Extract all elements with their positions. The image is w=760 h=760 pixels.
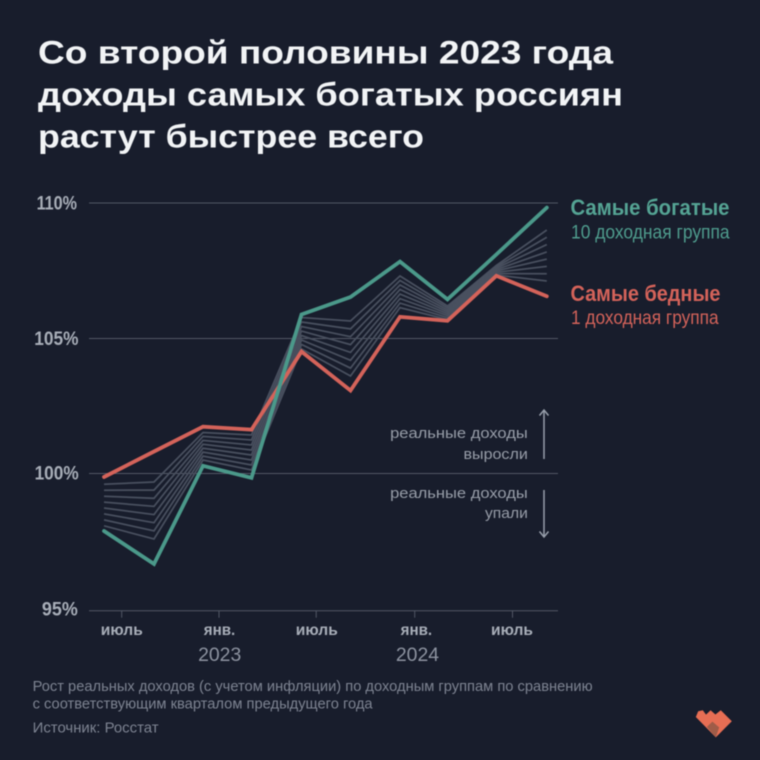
svg-text:110%: 110% — [37, 193, 77, 214]
svg-text:10 доходная группа: 10 доходная группа — [571, 222, 730, 244]
svg-text:95%: 95% — [42, 599, 78, 620]
svg-text:Со второй половины 2023 года: Со второй половины 2023 года — [38, 34, 613, 70]
svg-text:Самые богатые: Самые богатые — [571, 195, 730, 220]
svg-text:июль: июль — [491, 622, 533, 639]
svg-text:янв.: янв. — [400, 622, 432, 639]
svg-text:июль: июль — [101, 622, 143, 639]
svg-text:упали: упали — [485, 505, 528, 522]
svg-text:реальные доходы: реальные доходы — [390, 425, 528, 442]
svg-text:реальные доходы: реальные доходы — [390, 485, 528, 502]
svg-text:2023: 2023 — [198, 645, 241, 666]
svg-text:растут быстрее всего: растут быстрее всего — [38, 118, 424, 154]
svg-text:2024: 2024 — [396, 645, 440, 666]
svg-text:Самые бедные: Самые бедные — [571, 281, 721, 306]
svg-text:Рост реальных доходов (с учето: Рост реальных доходов (с учетом инфляции… — [33, 678, 593, 695]
svg-text:Источник: Росстат: Источник: Росстат — [33, 720, 159, 737]
svg-text:1 доходная группа: 1 доходная группа — [571, 307, 719, 329]
svg-text:с соответствующим кварталом пр: с соответствующим кварталом предыдущего … — [33, 695, 374, 712]
svg-text:доходы самых богатых россиян: доходы самых богатых россиян — [38, 76, 623, 112]
svg-text:июль: июль — [296, 622, 338, 639]
svg-text:100%: 100% — [35, 464, 79, 485]
svg-text:янв.: янв. — [203, 622, 235, 639]
svg-text:выросли: выросли — [464, 446, 528, 463]
svg-text:105%: 105% — [34, 329, 78, 350]
